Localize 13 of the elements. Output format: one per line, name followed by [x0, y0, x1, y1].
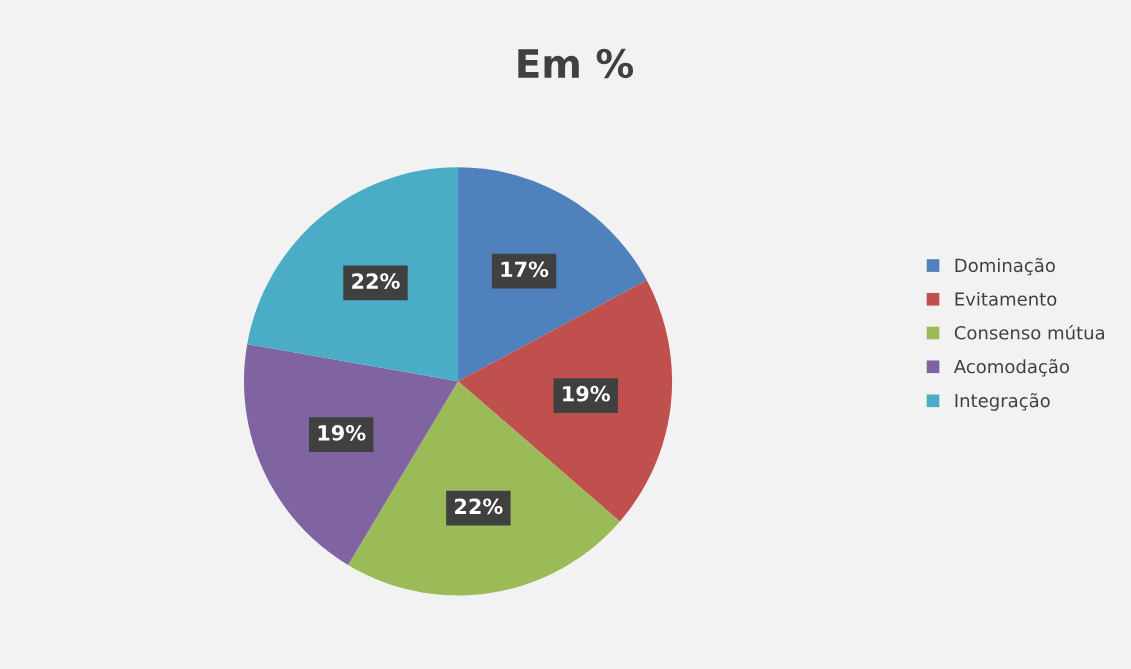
legend-label: Acomodação: [953, 359, 1070, 377]
chart-title: Em %: [518, 48, 634, 79]
data-label: 19%: [563, 385, 610, 402]
pie-slice: [458, 167, 647, 382]
pie-slice: [247, 167, 459, 382]
legend-label: Integração: [955, 393, 1050, 411]
legend-label: Consenso mútua: [954, 324, 1105, 340]
data-label: 19%: [318, 424, 366, 441]
data-label: 22%: [455, 498, 503, 515]
legend-label: Evitamento: [955, 291, 1057, 306]
data-label: 17%: [501, 261, 549, 278]
legend-label: Dominação: [955, 257, 1055, 276]
data-label: 22%: [352, 273, 400, 289]
